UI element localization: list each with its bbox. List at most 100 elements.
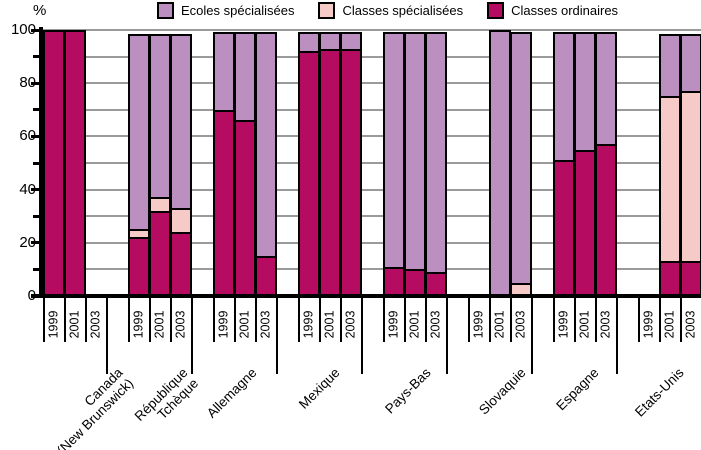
- year-label-text: 1999: [301, 310, 315, 338]
- y-axis-tick-label: 0: [27, 287, 36, 304]
- bar-segment-ord: [298, 51, 320, 296]
- year-separator-line: [489, 298, 491, 342]
- bar-segment-ord: [574, 149, 596, 296]
- year-label-text: 2003: [88, 310, 102, 338]
- year-label: 2003: [595, 301, 616, 347]
- year-label-text: 1999: [556, 310, 570, 338]
- bar-1999: [383, 32, 405, 296]
- year-label-text: 2003: [683, 310, 697, 338]
- y-axis-major-tick: [31, 188, 40, 192]
- bar-2003: [425, 32, 447, 296]
- bar-segment-spec: [680, 90, 701, 264]
- gridline: [43, 162, 701, 164]
- year-label: 2003: [510, 301, 531, 347]
- year-separator-line: [319, 298, 321, 342]
- bar-segment-ord: [425, 272, 447, 296]
- bar-2001: [234, 32, 256, 296]
- year-separator-line: [255, 298, 257, 342]
- year-separator-line: [595, 298, 597, 342]
- year-separator-line: [468, 298, 470, 342]
- year-label: 1999: [638, 301, 659, 347]
- year-label: 2003: [425, 301, 446, 347]
- plot-area: [43, 29, 701, 296]
- year-separator-line: [510, 298, 512, 342]
- bar-segment-ord: [553, 160, 575, 296]
- bar-segment-ord: [319, 48, 341, 296]
- bar-2001: [149, 34, 171, 296]
- year-label-text: 2001: [662, 310, 676, 338]
- bar-segment-eco: [170, 34, 192, 210]
- bar-segment-eco: [489, 30, 511, 296]
- bar-2001: [489, 30, 511, 296]
- year-label: 1999: [553, 301, 574, 347]
- bar-segment-ord: [404, 269, 426, 296]
- year-label: 2001: [574, 301, 595, 347]
- year-separator-line: [298, 298, 300, 342]
- year-label: 2003: [680, 301, 701, 347]
- bar-segment-eco: [680, 34, 701, 93]
- y-axis-tick-label: 40: [19, 180, 36, 198]
- group-separator-line: [531, 298, 533, 374]
- bar-2001: [319, 32, 341, 296]
- year-separator-line: [425, 298, 427, 342]
- gridline: [43, 82, 701, 85]
- x-axis-line: [31, 294, 701, 298]
- x-axis-labels-area: 1999 2001 2003 Canada (New Brunswick) 1999 200…: [43, 298, 701, 450]
- gridline: [43, 241, 701, 244]
- year-separator-line: [383, 298, 385, 342]
- y-axis-major-tick: [31, 134, 40, 138]
- year-label: 2001: [149, 301, 170, 347]
- bar-2001: [64, 30, 86, 296]
- group-separator-line: [446, 298, 448, 374]
- year-separator-line: [128, 298, 130, 342]
- year-label: 1999: [383, 301, 404, 347]
- bar-2003: [340, 32, 362, 296]
- year-separator-line: [234, 298, 236, 342]
- legend-swatch-icon: [318, 2, 336, 19]
- legend-swatch-icon: [487, 2, 505, 19]
- year-separator-line: [170, 298, 172, 342]
- year-label: 2003: [85, 301, 106, 347]
- bar-segment-ord: [595, 144, 617, 296]
- year-label-text: 2001: [577, 310, 591, 338]
- year-label-text: 1999: [216, 310, 230, 338]
- year-separator-line: [85, 298, 87, 342]
- bar-segment-spec: [659, 95, 681, 264]
- gridline: [43, 135, 701, 138]
- bar-segment-ord: [213, 109, 235, 296]
- y-axis-tick-label: 60: [19, 127, 36, 145]
- year-label: 2001: [404, 301, 425, 347]
- year-label: 2001: [659, 301, 680, 347]
- bar-2003: [510, 32, 532, 296]
- legend: Ecoles spécialisées Classes spécialisées C…: [157, 2, 618, 19]
- bar-segment-eco: [425, 32, 447, 275]
- year-label: 1999: [468, 301, 489, 347]
- year-label: 2003: [170, 301, 191, 347]
- country-label: Etats-Unis: [520, 365, 686, 450]
- y-axis-minor-tick: [33, 108, 40, 112]
- year-label-text: 2003: [173, 310, 187, 338]
- group-separator-line: [361, 298, 363, 374]
- year-label-text: 1999: [641, 310, 655, 338]
- year-label-text: 2001: [407, 310, 421, 338]
- year-label: 2001: [319, 301, 340, 347]
- year-separator-line: [64, 298, 66, 342]
- year-label: 2001: [234, 301, 255, 347]
- year-separator-line: [553, 298, 555, 342]
- year-label-text: 2003: [343, 310, 357, 338]
- gridline: [43, 29, 701, 31]
- year-separator-line: [404, 298, 406, 342]
- y-axis-major-tick: [31, 241, 40, 245]
- country-label-line: Mexique: [295, 365, 343, 412]
- bar-segment-eco: [298, 32, 320, 54]
- year-label-text: 1999: [386, 310, 400, 338]
- year-separator-line: [340, 298, 342, 342]
- bar-segment-ord: [680, 261, 701, 296]
- group-separator-line: [616, 298, 618, 374]
- bar-2001: [574, 32, 596, 296]
- y-axis-unit-label: %: [33, 2, 47, 19]
- year-label-text: 2001: [237, 310, 251, 338]
- bar-segment-eco: [383, 32, 405, 269]
- bar-2003: [595, 32, 617, 296]
- bar-1999: [128, 34, 150, 296]
